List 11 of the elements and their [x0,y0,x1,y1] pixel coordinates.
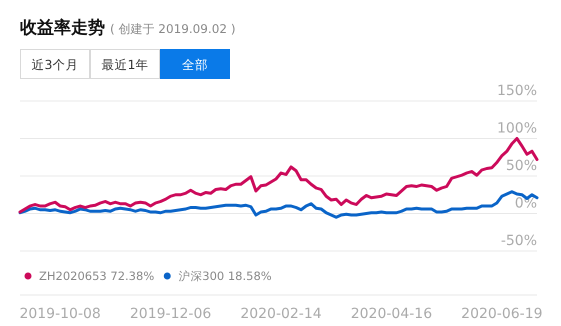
subtitle: ( 创建于 2019.09.02 ) [110,22,236,36]
y-tick-label: -50% [500,233,537,249]
y-tick-label: 100% [496,120,537,136]
x-tick-label: 2020-04-16 [350,306,432,322]
x-tick-label: 2020-02-14 [240,306,322,322]
y-tick-label: 150% [496,83,537,99]
x-tick-label: 2019-12-06 [130,306,212,322]
y-tick-label: 50% [506,158,537,174]
title: 收益率走势 [20,18,105,38]
x-tick-label: 2019-10-08 [19,306,101,322]
x-tick-label: 2020-06-19 [461,306,543,322]
